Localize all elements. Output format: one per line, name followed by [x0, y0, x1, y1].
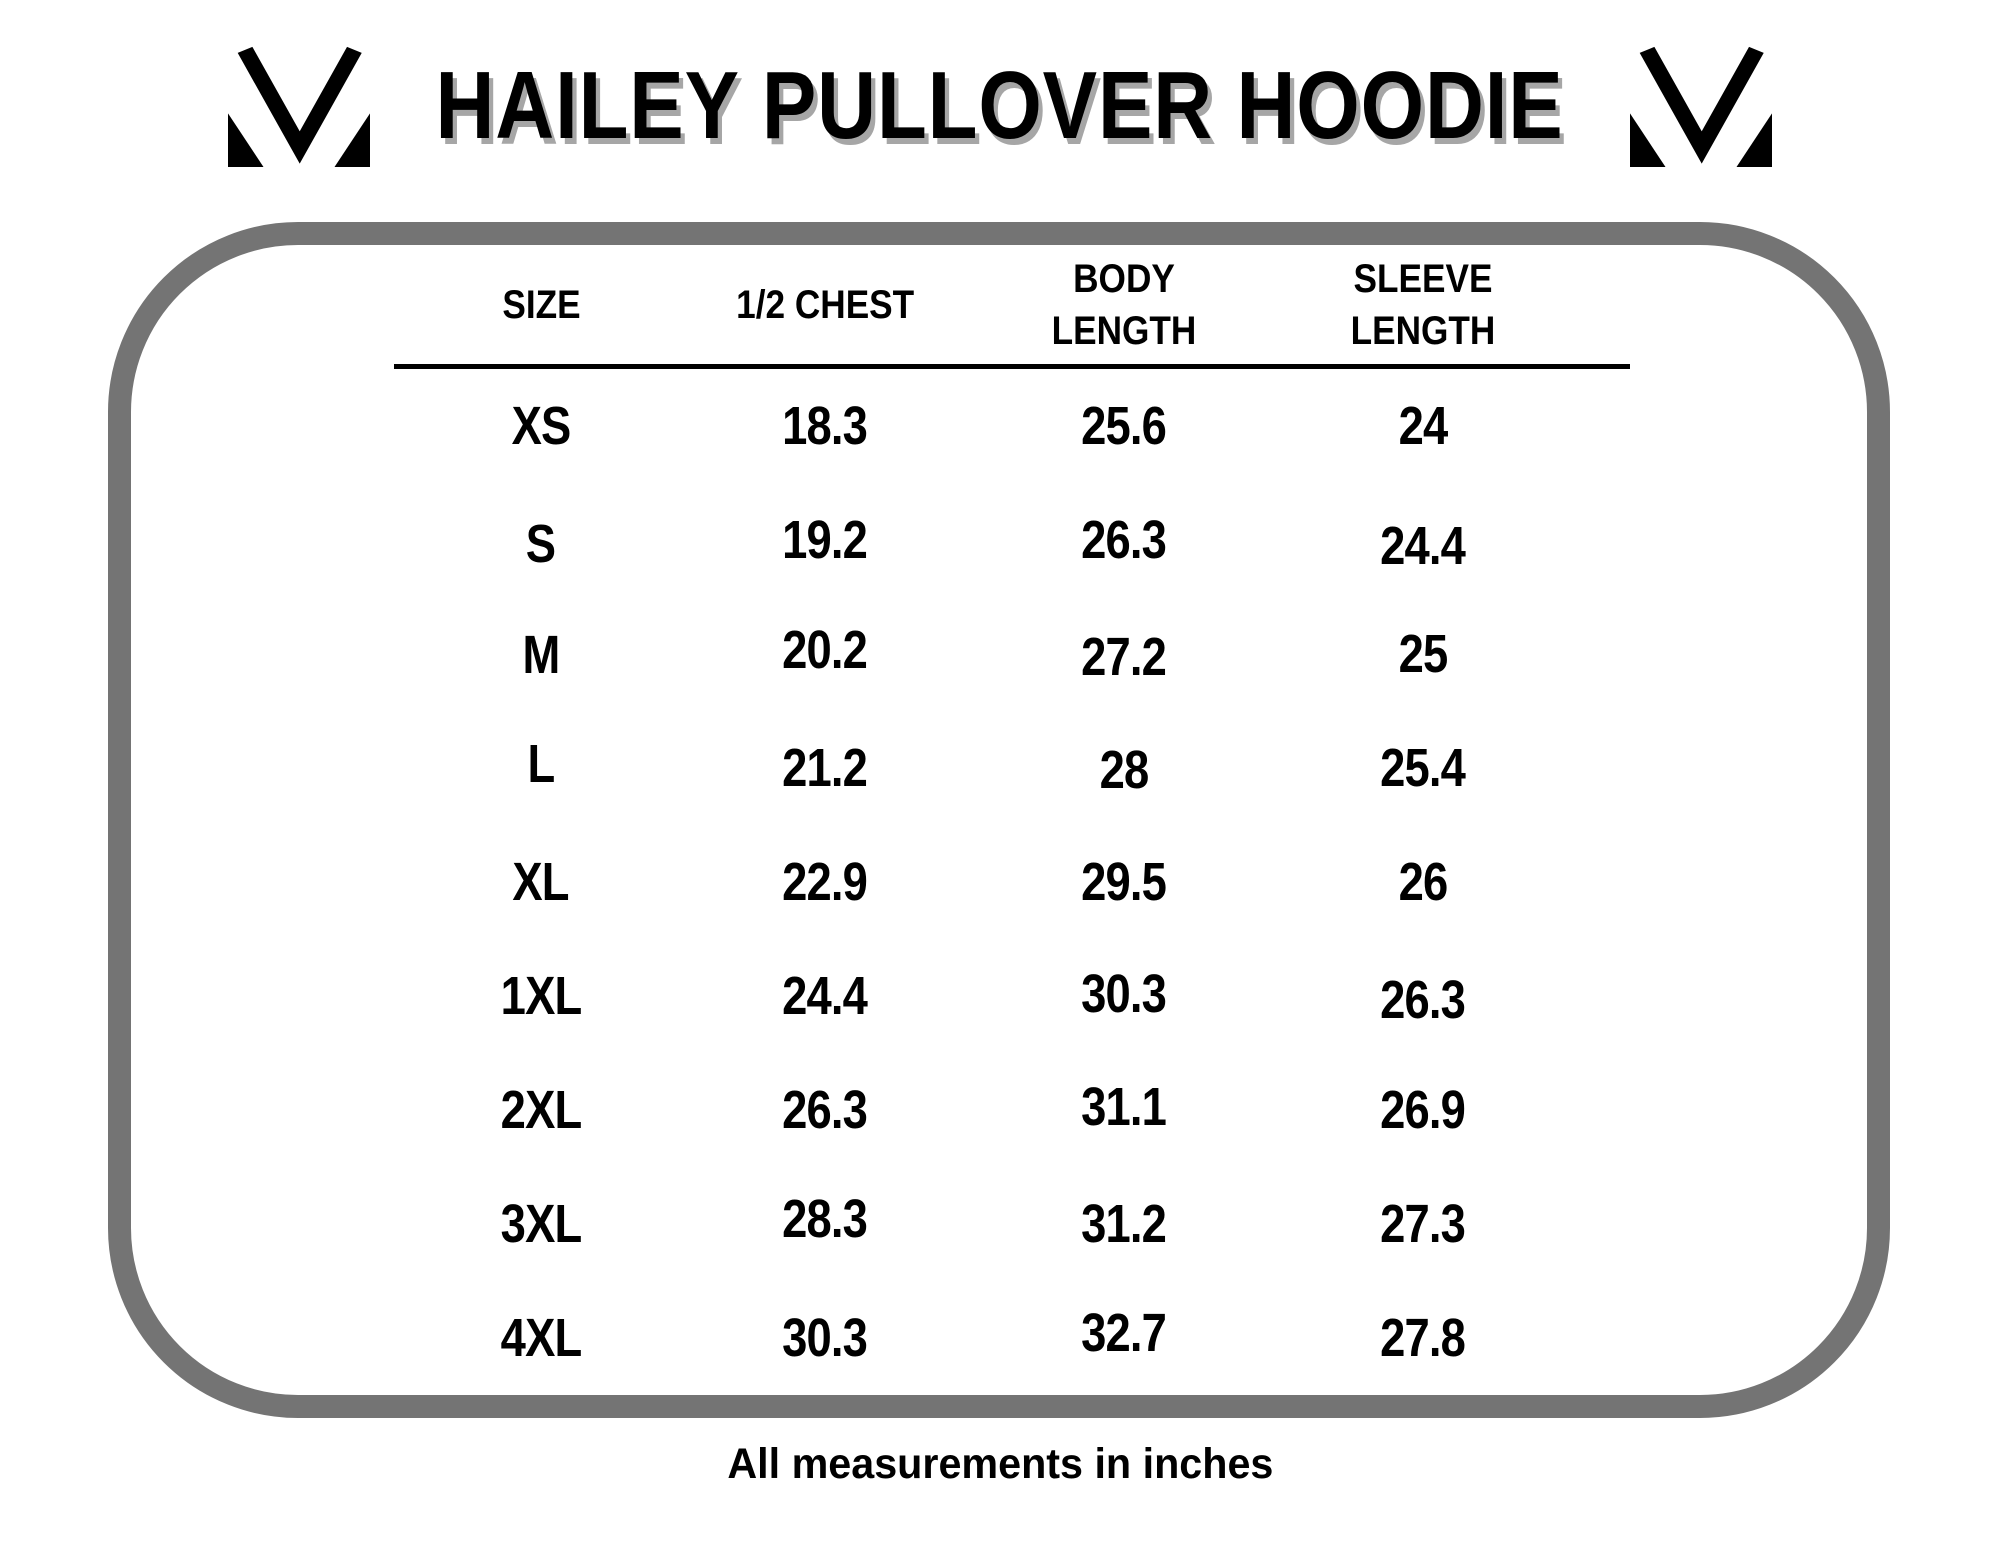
table-row-m: M 20.2 27.2 25: [397, 597, 1867, 711]
sleeve-length-value: 26: [1398, 852, 1449, 912]
half-chest-value: 22.9: [782, 852, 869, 912]
footer-note: All measurements in inches: [0, 1440, 2000, 1489]
body-length-value: 30.3: [1081, 964, 1168, 1024]
sleeve-length-value: 25: [1398, 624, 1449, 684]
column-header-size: SIZE: [501, 282, 581, 327]
size-label: 2XL: [500, 1080, 583, 1140]
half-chest-value: 21.2: [782, 738, 869, 798]
size-label: XS: [511, 396, 572, 456]
body-length-value: 32.7: [1081, 1303, 1168, 1363]
half-chest-value: 20.2: [782, 620, 869, 680]
size-chart-frame: SIZE 1/2 CHEST BODY LENGTH SLEEVE LENGTH…: [108, 222, 1890, 1418]
table-row-1xl: 1XL 24.4 30.3 26.3: [397, 939, 1867, 1053]
sleeve-length-value: 24: [1398, 396, 1449, 456]
size-chart-table: SIZE 1/2 CHEST BODY LENGTH SLEEVE LENGTH…: [131, 245, 1867, 1395]
half-chest-value: 26.3: [782, 1080, 869, 1140]
measurements-note: All measurements in inches: [726, 1440, 1273, 1488]
size-label: 3XL: [500, 1194, 583, 1254]
body-length-value: 29.5: [1081, 852, 1168, 912]
size-label: S: [526, 514, 556, 574]
table-row-s: S 19.2 26.3 24.4: [397, 483, 1867, 597]
size-label: XL: [512, 852, 570, 912]
table-row-l: L 21.2 28 25.4: [397, 711, 1867, 825]
half-chest-value: 24.4: [782, 966, 869, 1026]
half-chest-value: 30.3: [782, 1308, 869, 1368]
size-label: 4XL: [500, 1308, 583, 1368]
sleeve-length-value: 24.4: [1380, 516, 1467, 576]
table-row-4xl: 4XL 30.3 32.7 27.8: [397, 1281, 1867, 1395]
column-header-body-length: BODY LENGTH: [1051, 256, 1197, 353]
table-row-3xl: 3XL 28.3 31.2 27.3: [397, 1167, 1867, 1281]
brand-monogram-icon: [228, 45, 371, 167]
body-length-value: 31.2: [1081, 1194, 1168, 1254]
page-title: HAILEY PULLOVER HOODIE: [435, 52, 1564, 159]
size-label: L: [527, 734, 556, 794]
half-chest-value: 28.3: [782, 1189, 869, 1249]
column-header-half-chest: 1/2 CHEST: [735, 282, 915, 327]
half-chest-value: 18.3: [782, 396, 869, 456]
body-length-value: 27.2: [1081, 627, 1168, 687]
body-length-value: 31.1: [1081, 1077, 1168, 1137]
table-row-xl: XL 22.9 29.5 26: [397, 825, 1867, 939]
brand-monogram-icon: [1629, 45, 1772, 167]
size-label: 1XL: [500, 966, 583, 1026]
body-length-value: 26.3: [1081, 510, 1168, 570]
sleeve-length-value: 26.3: [1380, 970, 1467, 1030]
body-length-value: 25.6: [1081, 396, 1168, 456]
size-label: M: [522, 625, 561, 685]
sleeve-length-value: 27.3: [1380, 1194, 1467, 1254]
half-chest-value: 19.2: [782, 510, 869, 570]
sleeve-length-value: 27.8: [1380, 1308, 1467, 1368]
table-row-xs: XS 18.3 25.6 24: [397, 369, 1867, 483]
masthead: HAILEY PULLOVER HOODIE: [0, 36, 2000, 176]
table-header-row: SIZE 1/2 CHEST BODY LENGTH SLEEVE LENGTH: [397, 245, 1867, 364]
sleeve-length-value: 26.9: [1380, 1080, 1467, 1140]
table-row-2xl: 2XL 26.3 31.1 26.9: [397, 1053, 1867, 1167]
body-length-value: 28: [1099, 740, 1150, 800]
sleeve-length-value: 25.4: [1380, 738, 1467, 798]
header-divider: [394, 364, 1630, 369]
column-header-sleeve-length: SLEEVE LENGTH: [1350, 256, 1496, 353]
